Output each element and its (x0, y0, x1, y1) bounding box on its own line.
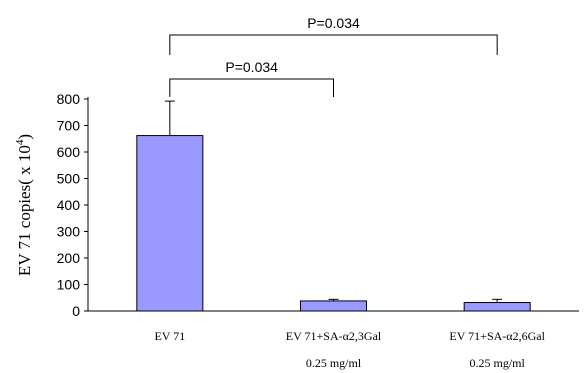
y-tick-label: 700 (57, 118, 81, 134)
significance-brackets: P=0.034 P=0.034 (169, 15, 498, 97)
y-tick-label: 800 (57, 91, 81, 107)
x-category-label: EV 71 (154, 329, 185, 343)
x-category-label: EV 71+SA-α2,6Gal (449, 329, 545, 343)
x-category-label: 0.25 mg/ml (469, 356, 525, 370)
bar (136, 135, 204, 312)
p-value-label: P=0.034 (225, 59, 278, 75)
bars (136, 135, 531, 312)
p-value-label: P=0.034 (307, 15, 360, 31)
bar (300, 300, 367, 312)
x-category-label: 0.25 mg/ml (306, 356, 362, 370)
error-bars (164, 100, 503, 303)
y-axis-label: EV 71 copies( x 104) (14, 134, 34, 276)
y-axis-title: EV 71 copies( x 104) (14, 134, 34, 276)
category-labels: EV 71 EV 71+SA-α2,3Gal 0.25 mg/ml EV 71+SA-… (154, 329, 545, 370)
y-tick-label: 0 (72, 303, 80, 319)
bar (463, 302, 531, 312)
significance-bracket (169, 34, 498, 55)
y-tick-label: 500 (57, 171, 81, 187)
y-axis-ticks: 0 100 200 300 400 500 600 700 800 (57, 91, 88, 319)
y-tick-label: 400 (57, 197, 81, 213)
y-tick-label: 200 (57, 250, 81, 266)
y-tick-label: 600 (57, 144, 81, 160)
x-category-label: EV 71+SA-α2,3Gal (286, 329, 382, 343)
y-tick-label: 100 (57, 277, 81, 293)
significance-bracket (169, 78, 334, 97)
y-tick-label: 300 (57, 224, 81, 240)
